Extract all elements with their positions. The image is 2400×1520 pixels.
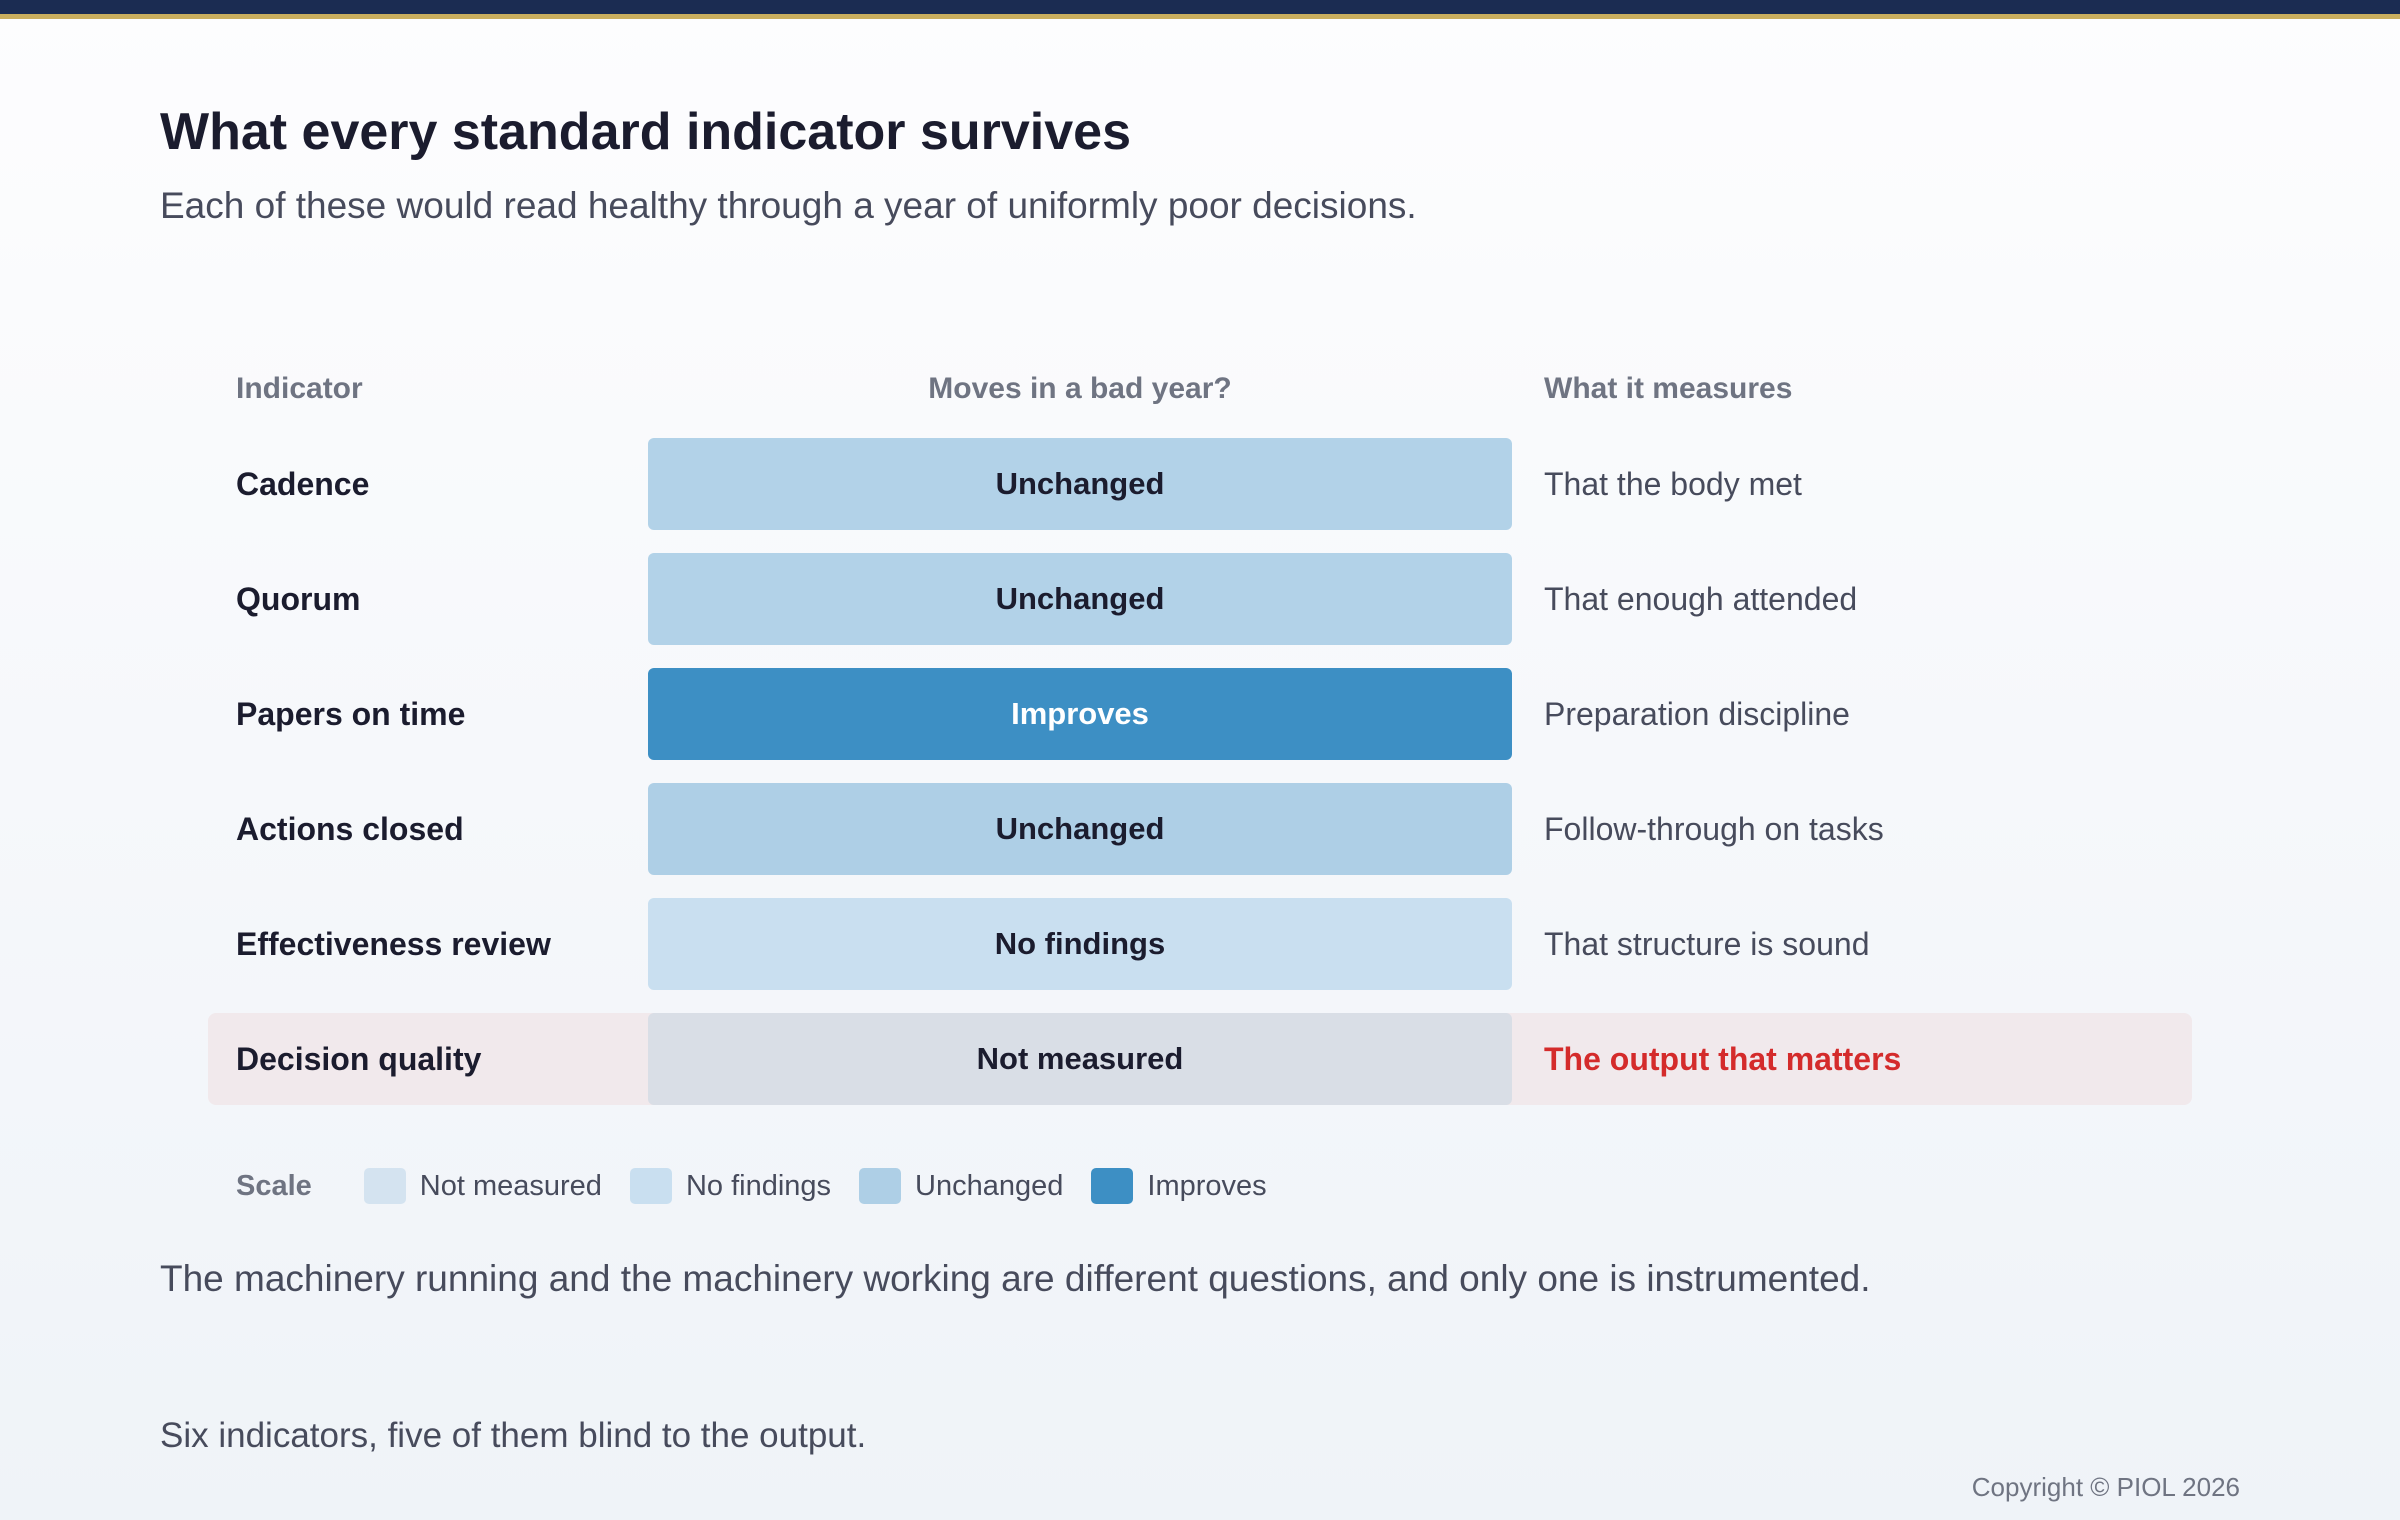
row-status-cell: No findings [648, 898, 1512, 990]
top-bar-accent [0, 14, 2400, 19]
legend-swatch [363, 1168, 406, 1204]
row-measures-text: That the body met [1544, 466, 1802, 502]
row-status-cell: Unchanged [648, 553, 1512, 645]
row-measures-text-alert: The output that matters [1544, 1041, 1902, 1077]
table-row-papers-on-time: Papers on time Improves Preparation disc… [208, 668, 2192, 760]
legend-item-not-measured: Not measured [363, 1168, 602, 1204]
copyright-text: Copyright © PIOL 2026 [1971, 1472, 2240, 1502]
row-status-cell: Unchanged [648, 438, 1512, 530]
row-status-cell: Not measured [648, 1013, 1512, 1105]
legend-label: Unchanged [915, 1169, 1064, 1202]
conclusion-text: The machinery running and the machinery … [160, 1258, 1871, 1299]
top-bar [0, 0, 2400, 14]
row-indicator-label: Quorum [236, 581, 361, 617]
row-status-cell: Improves [648, 668, 1512, 760]
column-header-moves: Moves in a bad year? [928, 372, 1232, 405]
table-row-decision-quality: Decision quality Not measured The output… [208, 1013, 2192, 1105]
table-row-quorum: Quorum Unchanged That enough attended [208, 553, 2192, 645]
row-status-cell: Unchanged [648, 783, 1512, 875]
legend-label: Not measured [419, 1169, 602, 1202]
column-header-measures: What it measures [1544, 372, 1793, 405]
row-indicator-label: Papers on time [236, 696, 466, 732]
column-header-indicator: Indicator [236, 372, 363, 405]
table-row-actions-closed: Actions closed Unchanged Follow-through … [208, 783, 2192, 875]
legend-swatch [629, 1168, 672, 1204]
row-indicator-label: Actions closed [236, 811, 464, 847]
row-indicator-label: Decision quality [236, 1041, 482, 1077]
table-row-cadence: Cadence Unchanged That the body met [208, 438, 2192, 530]
legend-item-improves: Improves [1091, 1168, 1267, 1204]
legend-label: No findings [685, 1169, 832, 1202]
page-subtitle: Each of these would read healthy through… [160, 185, 1417, 226]
row-measures-text: That structure is sound [1544, 926, 1870, 962]
row-indicator-label: Cadence [236, 466, 370, 502]
row-measures-text: Follow-through on tasks [1544, 811, 1884, 847]
row-measures-text: Preparation discipline [1544, 696, 1850, 732]
row-measures-text: That enough attended [1544, 581, 1858, 617]
legend-item-no-findings: No findings [629, 1168, 832, 1204]
legend-swatch [1091, 1168, 1134, 1204]
legend-label: Improves [1147, 1169, 1267, 1202]
row-indicator-label: Effectiveness review [236, 926, 551, 962]
legend-title: Scale [236, 1169, 312, 1202]
footnote-text: Six indicators, five of them blind to th… [160, 1416, 867, 1455]
legend-item-unchanged: Unchanged [859, 1168, 1063, 1204]
page-title: What every standard indicator survives [160, 103, 1132, 161]
legend-swatch [859, 1168, 902, 1204]
table-row-effectiveness-review: Effectiveness review No findings That st… [208, 898, 2192, 990]
scale-legend: Scale Not measured No findings Unchanged… [236, 1166, 1295, 1206]
